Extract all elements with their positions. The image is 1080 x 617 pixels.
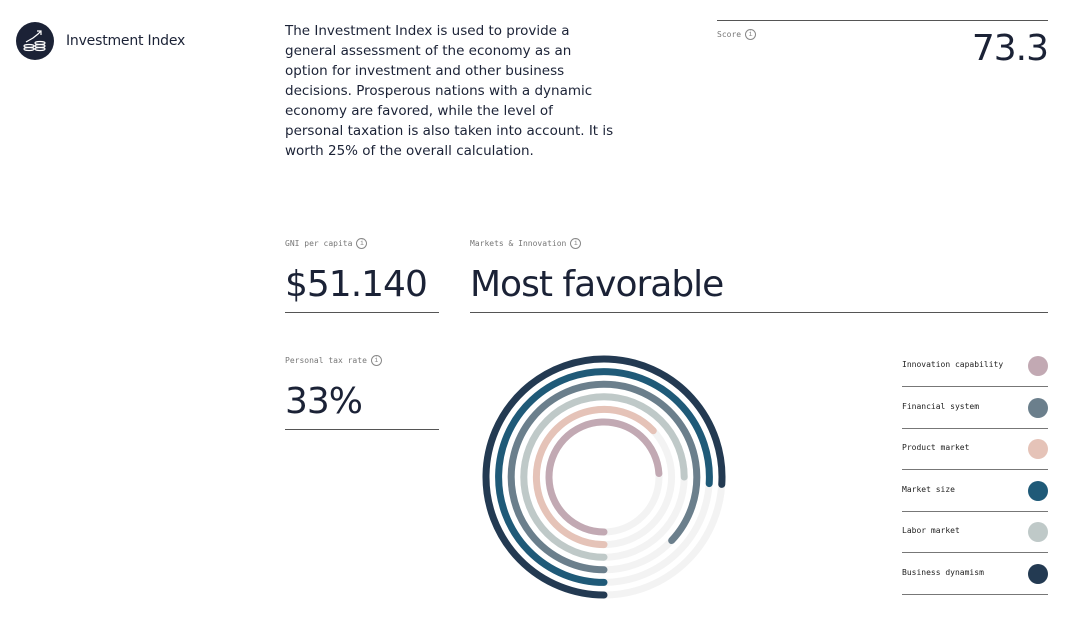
legend-item: Product market [902, 428, 1048, 471]
gni-value: $51.140 [285, 264, 428, 305]
tax-label: Personal tax rate i [285, 355, 382, 366]
divider [717, 20, 1048, 21]
legend-label: Innovation capability [902, 360, 1004, 369]
ring-bar-innovation-capability [545, 418, 663, 536]
rising-coins-icon [23, 30, 46, 52]
legend-item: Business dynamism [902, 553, 1048, 595]
ring-bar-market-size [495, 368, 713, 586]
legend-swatch [1028, 564, 1048, 584]
info-icon[interactable]: i [570, 238, 582, 249]
legend-label: Market size [902, 484, 955, 494]
score-label: Score i [717, 29, 757, 40]
markets-label: Markets & Innovation i [470, 238, 582, 249]
legend-item: Market size [902, 470, 1048, 512]
info-icon[interactable]: i [370, 355, 382, 366]
markets-label-text: Markets & Innovation [470, 239, 567, 248]
legend-swatch [1028, 439, 1048, 460]
divider [285, 429, 439, 430]
divider [470, 312, 1048, 313]
legend-label: Business dynamism [902, 568, 984, 577]
ring-bar-labor-market [520, 393, 688, 561]
legend-label: Product market [902, 443, 970, 453]
score-label-text: Score [717, 30, 742, 39]
tax-value: 33% [285, 381, 363, 422]
tax-label-text: Personal tax rate [285, 356, 367, 365]
legend-label: Financial system [902, 401, 980, 411]
gni-label-text: GNI per capita [285, 239, 353, 248]
legend-swatch [1028, 522, 1048, 543]
score-value: 73.3 [971, 28, 1049, 69]
legend-label: Labor market [902, 526, 960, 536]
page-title: Investment Index [66, 33, 186, 49]
legend-item: Innovation capability [902, 345, 1048, 387]
ring-bar-financial-system [507, 380, 701, 574]
info-icon[interactable]: i [745, 29, 757, 40]
gni-label: GNI per capita i [285, 238, 368, 249]
logo [16, 22, 54, 60]
legend-swatch [1028, 397, 1048, 418]
divider [285, 312, 439, 313]
ring-bar-business-dynamism [482, 355, 726, 599]
legend-item: Labor market [902, 511, 1048, 554]
info-icon[interactable]: i [356, 238, 368, 249]
legend-swatch [1028, 480, 1048, 501]
description: The Investment Index is used to provide … [285, 23, 614, 159]
legend-item: Financial system [902, 387, 1048, 429]
markets-value: Most favorable [470, 264, 724, 305]
radial-chart [482, 355, 726, 599]
legend-swatch [1028, 356, 1048, 376]
ring-bar-product-market [532, 405, 657, 549]
